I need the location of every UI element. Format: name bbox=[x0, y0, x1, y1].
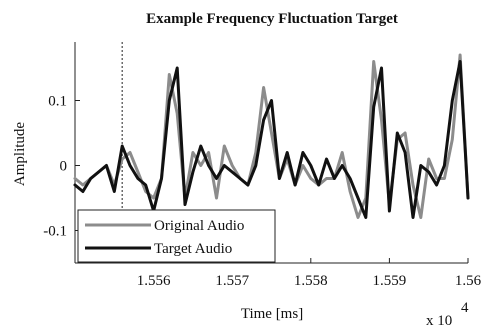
chart-title: Example Frequency Fluctuation Target bbox=[146, 11, 398, 27]
x-axis-label: Time [ms] bbox=[241, 306, 303, 322]
x-tick-label: 1.558 bbox=[294, 273, 328, 289]
series-line-target-audio bbox=[73, 60, 470, 219]
y-tick-label: -0.1 bbox=[43, 224, 67, 240]
legend-label-target-audio: Target Audio bbox=[154, 241, 232, 257]
series-line-original-audio bbox=[73, 53, 470, 219]
x-multiplier-label: x 10 bbox=[426, 313, 452, 329]
x-tick-label: 1.559 bbox=[373, 273, 407, 289]
x-multiplier-exponent: 4 bbox=[461, 300, 469, 316]
x-tick-label: 1.556 bbox=[137, 273, 171, 289]
x-tick-label: 1.56 bbox=[455, 273, 482, 289]
tick-layer: 1.556 1.557 1.558 1.559 1.56 -0.1 0 0.1 bbox=[43, 94, 481, 290]
legend-box bbox=[77, 209, 276, 263]
legend: Original Audio Target Audio bbox=[77, 209, 276, 263]
x-tick-label: 1.557 bbox=[215, 273, 249, 289]
y-axis-label: Amplitude bbox=[12, 122, 28, 187]
y-tick-label: 0 bbox=[60, 159, 68, 175]
legend-label-original-audio: Original Audio bbox=[154, 218, 244, 234]
y-tick-label: 0.1 bbox=[48, 94, 67, 110]
series-layer bbox=[73, 53, 470, 219]
